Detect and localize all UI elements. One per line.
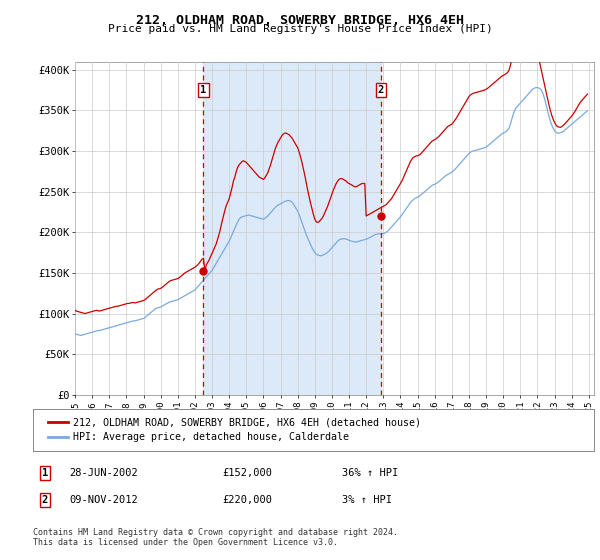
Text: 2: 2 — [378, 85, 384, 95]
Text: Contains HM Land Registry data © Crown copyright and database right 2024.
This d: Contains HM Land Registry data © Crown c… — [33, 528, 398, 547]
Text: Price paid vs. HM Land Registry's House Price Index (HPI): Price paid vs. HM Land Registry's House … — [107, 24, 493, 34]
Text: 28-JUN-2002: 28-JUN-2002 — [69, 468, 138, 478]
Text: 3% ↑ HPI: 3% ↑ HPI — [342, 495, 392, 505]
Legend: 212, OLDHAM ROAD, SOWERBY BRIDGE, HX6 4EH (detached house), HPI: Average price, : 212, OLDHAM ROAD, SOWERBY BRIDGE, HX6 4E… — [44, 413, 425, 446]
Bar — [203, 62, 381, 395]
Text: 36% ↑ HPI: 36% ↑ HPI — [342, 468, 398, 478]
Text: £152,000: £152,000 — [222, 468, 272, 478]
Text: £220,000: £220,000 — [222, 495, 272, 505]
Text: 1: 1 — [42, 468, 48, 478]
Text: 212, OLDHAM ROAD, SOWERBY BRIDGE, HX6 4EH: 212, OLDHAM ROAD, SOWERBY BRIDGE, HX6 4E… — [136, 14, 464, 27]
Text: 1: 1 — [200, 85, 206, 95]
Text: 09-NOV-2012: 09-NOV-2012 — [69, 495, 138, 505]
Text: 2: 2 — [42, 495, 48, 505]
